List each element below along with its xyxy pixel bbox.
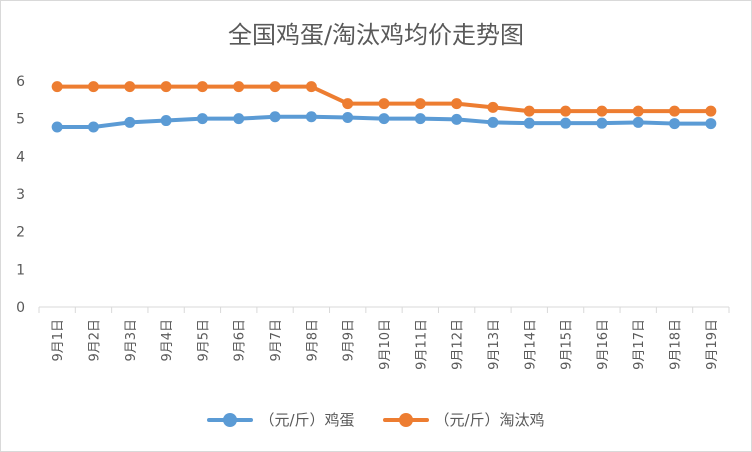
x-tick-label: 9月15日 [560, 319, 575, 370]
data-point-series-1 [378, 98, 390, 110]
legend-item-culled-hens: （元/斤）淘汰鸡 [382, 409, 545, 430]
x-tick-label: 9月19日 [705, 319, 720, 370]
x-tick-label: 9月1日 [51, 319, 66, 362]
data-point-series-0 [632, 116, 644, 128]
data-point-series-1 [87, 81, 99, 93]
data-point-series-0 [487, 116, 499, 128]
data-point-series-1 [669, 105, 681, 117]
x-tick-label: 9月6日 [233, 319, 248, 362]
x-tick-label: 9月7日 [269, 319, 284, 362]
y-tick-label: 2 [16, 225, 25, 241]
legend-item-eggs: （元/斤）鸡蛋 [207, 409, 355, 430]
x-tick-label: 9月11日 [414, 319, 429, 370]
data-point-series-1 [269, 81, 281, 93]
data-point-series-0 [560, 117, 572, 129]
data-point-series-1 [51, 81, 63, 93]
y-tick-label: 3 [16, 187, 25, 203]
x-tick-label: 9月8日 [305, 319, 320, 362]
x-tick-label: 9月10日 [378, 319, 393, 370]
data-point-series-0 [124, 116, 136, 128]
data-point-series-0 [51, 121, 63, 133]
data-point-series-1 [487, 101, 499, 113]
x-tick-label: 9月4日 [160, 319, 175, 362]
y-tick-label: 6 [16, 74, 25, 90]
data-point-series-1 [233, 81, 245, 93]
data-point-series-1 [124, 81, 136, 93]
chart-title: 全国鸡蛋/淘汰鸡均价走势图 [227, 21, 525, 49]
data-point-series-0 [305, 111, 317, 123]
chart-legend: （元/斤）鸡蛋 （元/斤）淘汰鸡 [1, 409, 751, 430]
data-point-series-1 [305, 81, 317, 93]
data-point-series-0 [196, 113, 208, 125]
data-point-series-1 [632, 105, 644, 117]
data-point-series-1 [342, 98, 354, 110]
x-tick-label: 9月16日 [596, 319, 611, 370]
y-tick-label: 5 [16, 112, 25, 128]
data-point-series-0 [269, 111, 281, 123]
data-point-series-1 [414, 98, 426, 110]
x-tick-label: 9月9日 [342, 319, 357, 362]
data-point-series-1 [451, 98, 463, 110]
data-point-series-1 [523, 105, 535, 117]
data-point-series-0 [705, 118, 717, 130]
data-point-series-0 [414, 113, 426, 125]
data-point-series-0 [87, 121, 99, 133]
data-point-series-0 [451, 113, 463, 125]
data-point-series-0 [160, 115, 172, 127]
x-tick-label: 9月5日 [196, 319, 211, 362]
legend-marker-eggs [207, 412, 254, 427]
data-point-series-1 [596, 105, 608, 117]
x-tick-label: 9月13日 [487, 319, 502, 370]
x-tick-label: 9月14日 [523, 319, 538, 370]
y-tick-label: 1 [16, 262, 25, 278]
x-tick-label: 9月17日 [632, 319, 647, 370]
legend-label-culled-hens: （元/斤）淘汰鸡 [434, 411, 545, 429]
data-point-series-0 [342, 112, 354, 124]
y-tick-label: 0 [16, 300, 25, 316]
x-tick-label: 9月18日 [669, 319, 684, 370]
data-point-series-0 [669, 118, 681, 130]
y-tick-label: 4 [16, 149, 25, 165]
x-tick-label: 9月3日 [124, 319, 139, 362]
data-point-series-0 [523, 117, 535, 129]
x-tick-label: 9月12日 [451, 319, 466, 370]
data-point-series-1 [160, 81, 172, 93]
data-point-series-0 [233, 113, 245, 125]
data-point-series-0 [378, 113, 390, 125]
legend-label-eggs: （元/斤）鸡蛋 [259, 411, 355, 429]
data-point-series-1 [560, 105, 572, 117]
data-point-series-1 [196, 81, 208, 93]
x-tick-label: 9月2日 [87, 319, 102, 362]
legend-marker-culled-hens [382, 412, 429, 427]
data-point-series-1 [705, 105, 717, 117]
data-point-series-0 [596, 117, 608, 129]
